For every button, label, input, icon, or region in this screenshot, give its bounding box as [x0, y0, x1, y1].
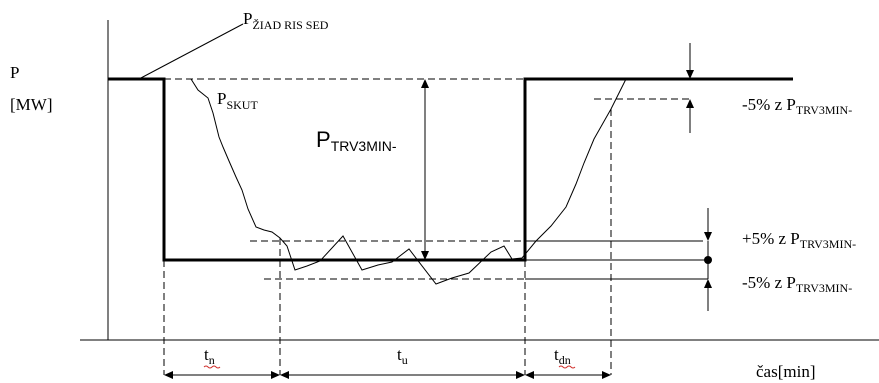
tu-label: tu	[397, 345, 408, 367]
p-trv3min-main: P	[316, 127, 331, 152]
p-skut-label: PSKUT	[217, 89, 258, 112]
tol-top-label: -5% z PTRV3MIN-	[742, 95, 852, 117]
tdn-label: tdn	[554, 345, 571, 367]
tn-label: tn	[204, 345, 215, 367]
tol-minus-arrowhead	[704, 279, 712, 288]
tol-center-dot	[704, 256, 712, 264]
tol-plus-label: +5% z PTRV3MIN-	[742, 229, 856, 251]
p-trv3min-label: PTRV3MIN-	[316, 127, 397, 154]
tol-minus-label: -5% z PTRV3MIN-	[742, 273, 852, 295]
p-ziad-leader	[138, 23, 244, 80]
arrow-head-up	[421, 79, 429, 88]
tol-plus-arrowhead	[704, 232, 712, 241]
tol-top-arrowhead-down	[686, 70, 694, 79]
x-axis-label: čas[min]	[756, 362, 815, 381]
tu-arrow-right	[516, 371, 525, 379]
y-axis-unit: [MW]	[10, 95, 52, 114]
tol-top-arrowhead-up	[686, 99, 694, 108]
tdn-spellcheck-underline	[558, 365, 576, 369]
p-ziad-label: PŽIAD RIS SED	[243, 9, 329, 32]
tdn-arrow-left	[525, 371, 534, 379]
required-power-step	[108, 77, 793, 262]
tn-arrow-left	[164, 371, 173, 379]
p-trv3min-sub: TRV3MIN-	[331, 138, 397, 154]
arrow-head-down	[421, 251, 429, 260]
y-axis-label: P	[10, 63, 19, 82]
tu-arrow-left	[280, 371, 289, 379]
tn-spellcheck-underline	[203, 365, 221, 369]
actual-power-curve	[190, 78, 627, 285]
tn-arrow-right	[271, 371, 280, 379]
tdn-arrow-right	[602, 371, 611, 379]
